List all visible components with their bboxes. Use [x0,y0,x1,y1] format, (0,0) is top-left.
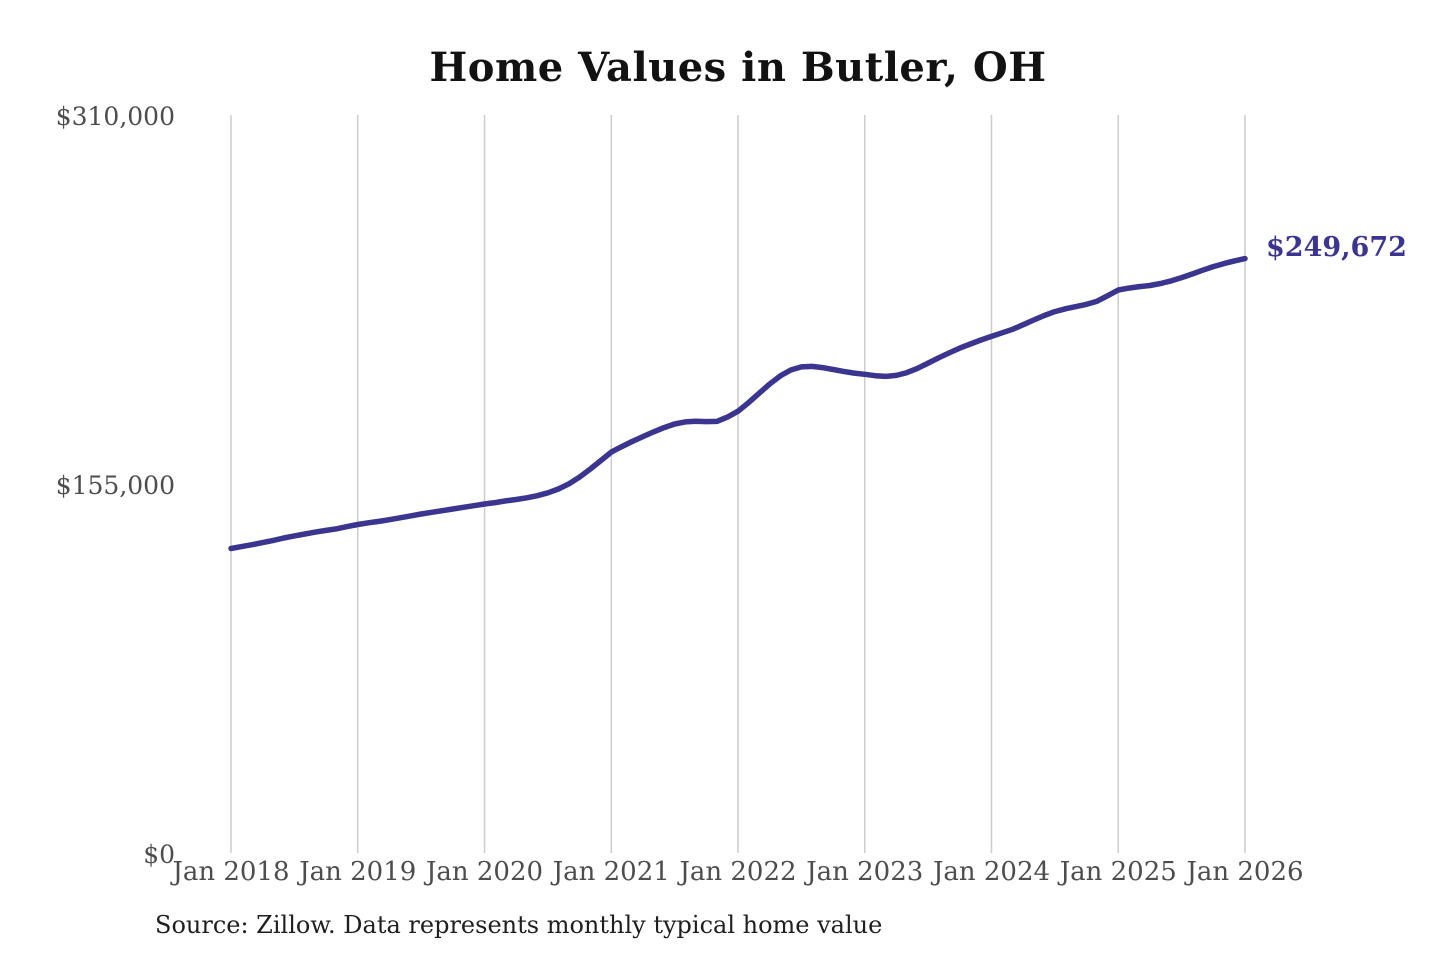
x-tick-label: Jan 2020 [425,857,544,887]
home-value-line [228,255,1248,552]
x-tick-label: Jan 2021 [552,857,670,887]
x-tick-label: Jan 2019 [299,857,417,887]
x-tick-label: Jan 2023 [806,857,924,887]
y-tick-label: $155,000 [55,471,175,500]
source-note: Source: Zillow. Data represents monthly … [155,911,883,939]
x-tick-label: Jan 2024 [932,857,1051,887]
latest-value-label: $249,672 [1266,232,1407,263]
y-tick-label: $0 [143,840,175,869]
x-tick-label: Jan 2018 [172,857,290,887]
chart-title: Home Values in Butler, OH [429,44,1047,91]
y-tick-label: $310,000 [55,102,175,131]
x-tick-label: Jan 2025 [1059,857,1177,887]
x-tick-label: Jan 2026 [1186,857,1304,887]
x-tick-label: Jan 2022 [679,857,797,887]
